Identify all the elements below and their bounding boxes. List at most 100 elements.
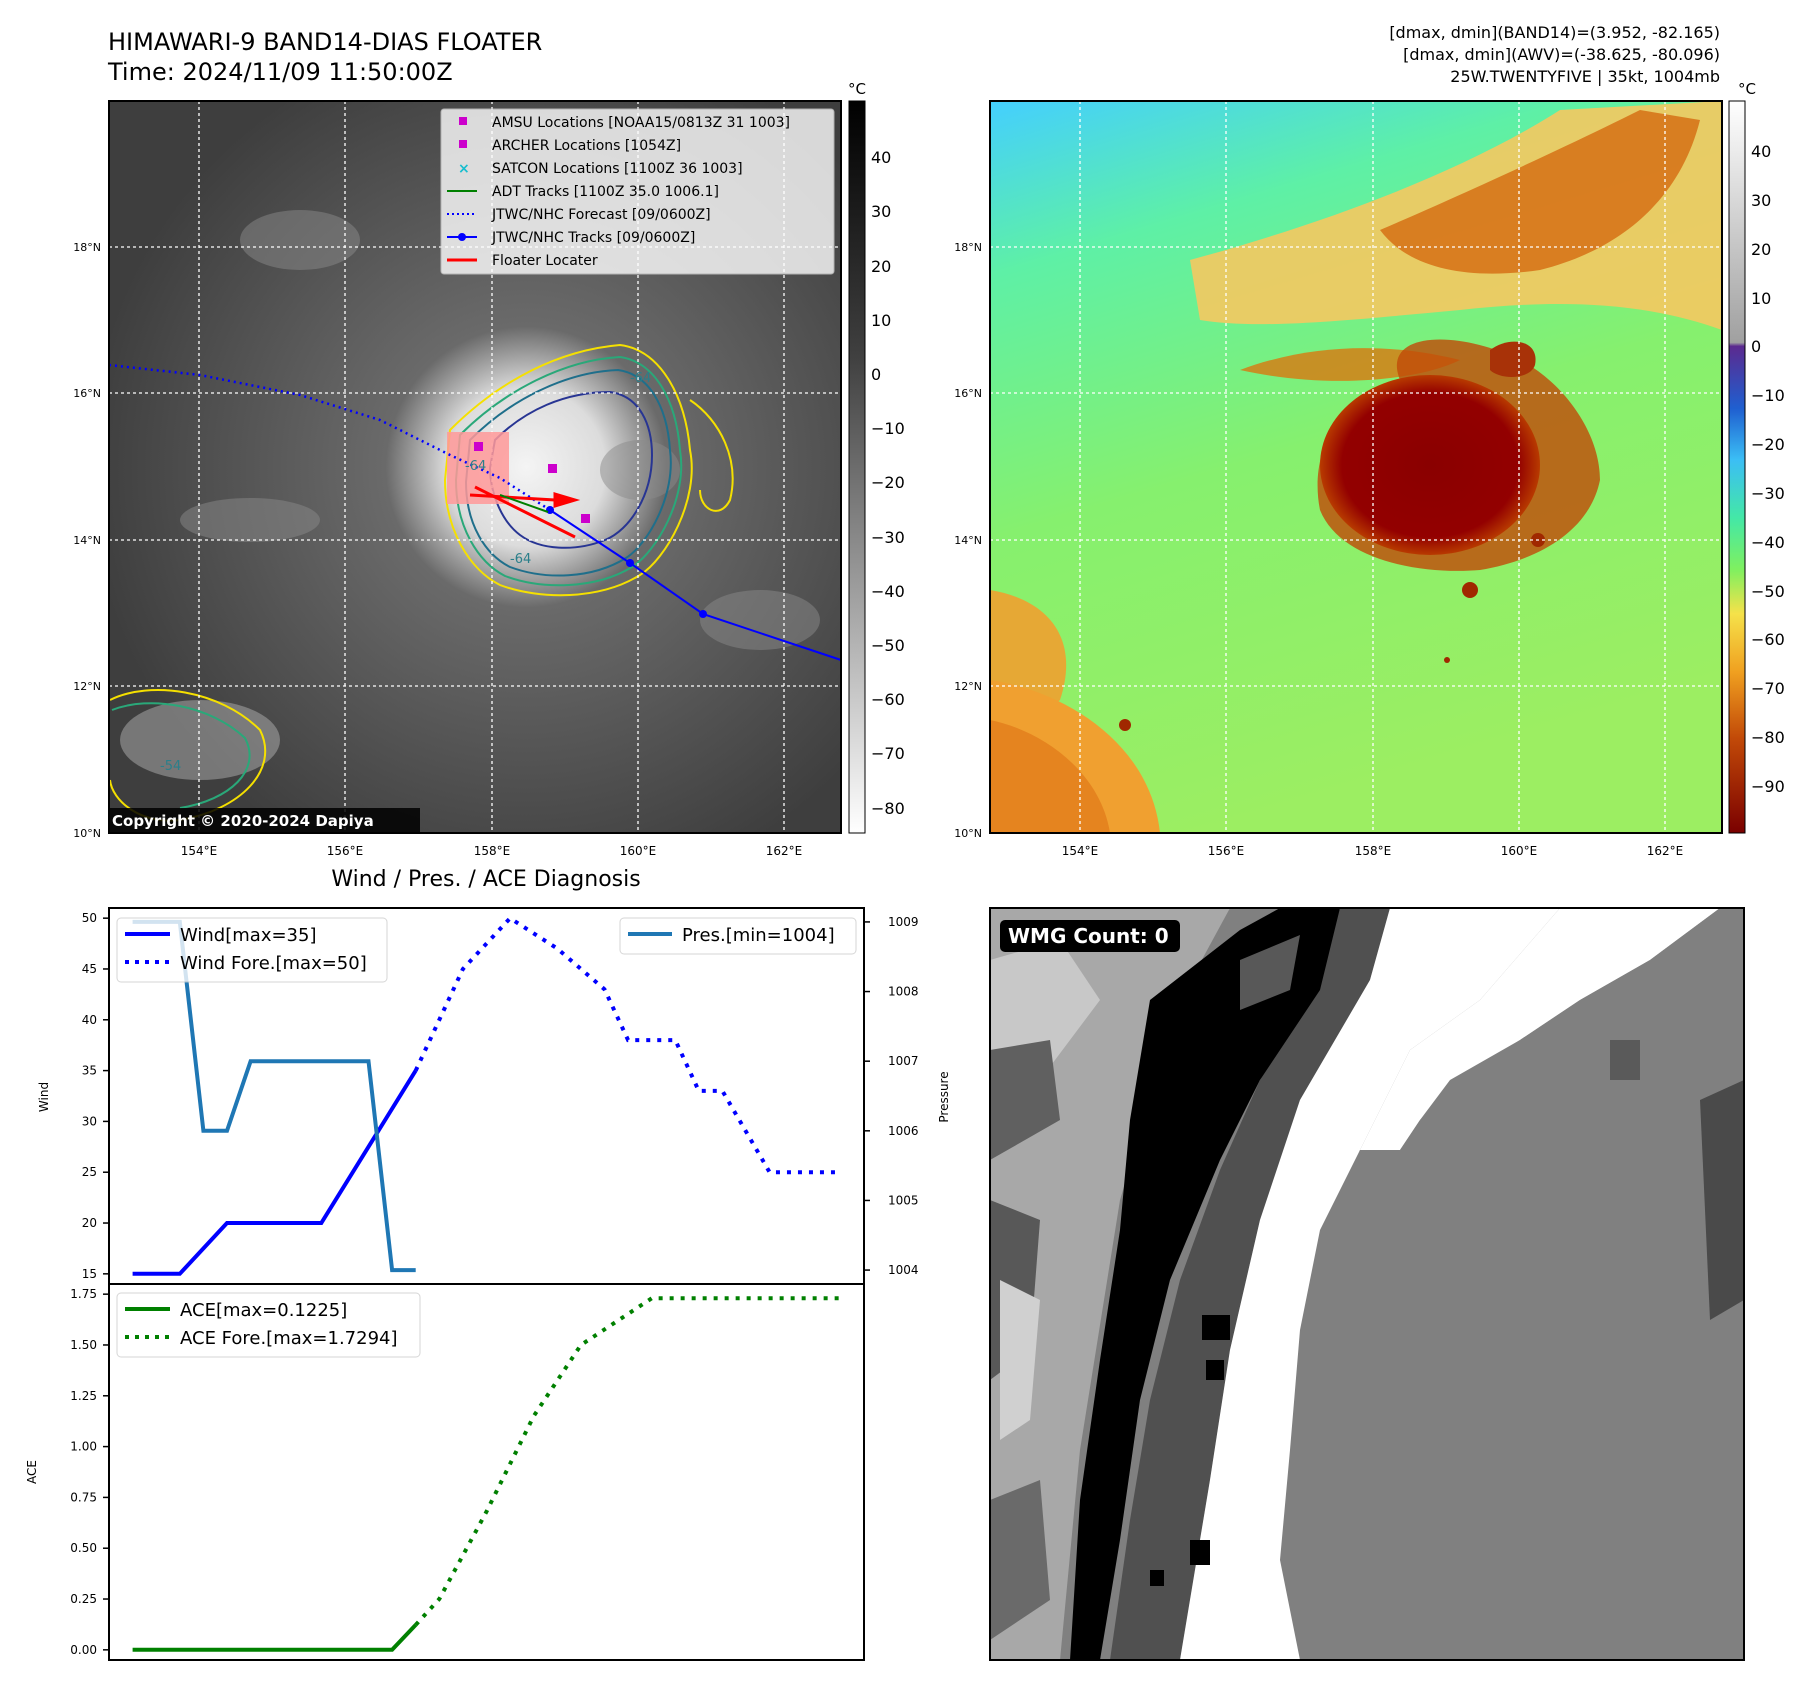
- pres-legend-label: Pres.[min=1004]: [682, 925, 835, 946]
- title-line1: HIMAWARI-9 BAND14-DIAS FLOATER: [108, 28, 542, 56]
- lon-label: 156°E: [327, 844, 364, 858]
- wind-legend-label: Wind[max=35]: [180, 925, 317, 946]
- grid-lines-awv: [990, 101, 1722, 833]
- map-legend-label: SATCON Locations [1100Z 36 1003]: [492, 161, 743, 177]
- ace-panel: ACE 0.00 0.25 0.50 0.75 1.00 1.25 1.50 1.75 ACE…: [25, 1283, 865, 1661]
- cloud-texture: [120, 210, 820, 780]
- lat-label: 10°N: [73, 827, 101, 840]
- ace-y-tick-label: 1.75: [70, 1287, 97, 1301]
- lat-label: 10°N: [954, 827, 982, 840]
- map-legend-label: JTWC/NHC Forecast [09/0600Z]: [491, 207, 711, 223]
- wind-y-tick-label: 20: [82, 1216, 97, 1230]
- ace-y-tick-label: 0.25: [70, 1592, 97, 1606]
- colorbar-tick: 20: [1751, 240, 1771, 259]
- map-legend-item: ADT Tracks [1100Z 35.0 1006.1]: [447, 184, 719, 200]
- colorbar-tick: 20: [871, 257, 891, 276]
- contour-label: -64: [630, 371, 651, 386]
- pressure-y-tick-label: 1004: [888, 1263, 919, 1277]
- info-line2: [dmax, dmin](AWV)=(-38.625, -80.096): [1403, 45, 1720, 64]
- lon-label: 158°E: [474, 844, 511, 858]
- ace-y-tick-label: 0.00: [70, 1643, 97, 1657]
- wind-y-tick-label: 15: [82, 1267, 97, 1281]
- colorbar-unit: °C: [848, 80, 866, 98]
- lon-labels: 154°E 156°E 158°E 160°E 162°E: [181, 844, 803, 858]
- contour-labels: -64 -64 -54 -64: [160, 371, 651, 774]
- colorbar-tick: 10: [871, 311, 891, 330]
- lon-label: 156°E: [1208, 844, 1245, 858]
- awv-map-panel: 18°N 16°N 14°N 12°N 10°N 154°E 156°E 158…: [954, 100, 1723, 858]
- map-legend-item: JTWC/NHC Tracks [09/0600Z]: [447, 230, 695, 246]
- ace-line: [132, 1623, 418, 1652]
- colorbar-tick: −20: [871, 473, 905, 492]
- wmg-panel: WMG Count: 0: [989, 907, 1745, 1661]
- wind-fore-legend-label: Wind Fore.[max=50]: [180, 953, 367, 974]
- colorbar-tick: −80: [1751, 728, 1785, 747]
- lon-label: 160°E: [1501, 844, 1538, 858]
- floater-arrows: [469, 485, 581, 539]
- wind-y-tick-label: 30: [82, 1114, 97, 1128]
- obs-markers: [474, 442, 590, 523]
- lon-label: 162°E: [1647, 844, 1684, 858]
- colorbar-tick: −10: [1751, 386, 1785, 405]
- colorbar-unit: °C: [1738, 80, 1756, 98]
- wmg-blocks: [990, 908, 1744, 1660]
- colorbar-right-ticks: 40 30 20 10 0 −10 −20 −30 −40 −50 −60 −7…: [1751, 142, 1785, 796]
- wind-axis-label: Wind: [37, 1082, 51, 1112]
- satcon-x-icon: ×: [458, 161, 470, 177]
- map-legend-item: JTWC/NHC Forecast [09/0600Z]: [447, 207, 711, 223]
- map-legend-item: AMSU Locations [NOAA15/0813Z 31 1003]: [459, 115, 790, 131]
- lat-label: 18°N: [73, 241, 101, 254]
- ace-axis-label: ACE: [25, 1460, 39, 1484]
- lat-labels: 18°N 16°N 14°N 12°N 10°N: [73, 241, 101, 840]
- lat-labels-awv: 18°N 16°N 14°N 12°N 10°N: [954, 241, 982, 840]
- map-legend-label: Floater Locater: [492, 253, 598, 269]
- ace-legend-label: ACE[max=0.1225]: [180, 1300, 347, 1321]
- pres-legend: Pres.[min=1004]: [619, 917, 857, 955]
- colorbar-right: °C 40 30 20 10 0 −10 −20 −30 −40 −50 −60…: [1728, 80, 1785, 834]
- contour-label: -54: [160, 759, 181, 774]
- lat-label: 12°N: [73, 680, 101, 693]
- adt-track: [499, 494, 549, 513]
- colorbar-left-ticks: 40 30 20 10 0 −10 −20 −30 −40 −50 −60 −7…: [871, 148, 905, 818]
- ace-legend: ACE[max=0.1225] ACE Fore.[max=1.7294]: [116, 1292, 421, 1358]
- colorbar-tick: 40: [1751, 142, 1771, 161]
- colorbar-tick: −90: [1751, 777, 1785, 796]
- pressure-y-tick-label: 1006: [888, 1124, 919, 1138]
- lat-label: 14°N: [73, 534, 101, 547]
- ace-y-tick-label: 1.00: [70, 1440, 97, 1454]
- colorbar-tick: −20: [1751, 435, 1785, 454]
- colorbar-tick: −60: [1751, 630, 1785, 649]
- ace-y-tick-label: 1.25: [70, 1389, 97, 1403]
- info-line3: 25W.TWENTYFIVE | 35kt, 1004mb: [1450, 67, 1720, 86]
- lat-label: 14°N: [954, 534, 982, 547]
- wind-forecast-line: [413, 915, 841, 1175]
- jtwc-track-line: [549, 509, 842, 661]
- colorbar-tick: 0: [1751, 337, 1761, 356]
- pressure-y-tick-label: 1009: [888, 915, 919, 929]
- wind-y-tick-label: 50: [82, 911, 97, 925]
- colorbar-tick: 40: [871, 148, 891, 167]
- wind-y-tick-label: 35: [82, 1064, 97, 1078]
- map-legend-item: ARCHER Locations [1054Z]: [459, 138, 681, 154]
- colorbar-tick: 10: [1751, 289, 1771, 308]
- archer-marker-icon: [459, 140, 467, 148]
- pressure-y-ticks: 1004 1005 1006 1007 1008 1009: [864, 915, 919, 1277]
- map-legend: AMSU Locations [NOAA15/0813Z 31 1003] AR…: [440, 108, 835, 275]
- wind-y-tick-label: 45: [82, 962, 97, 976]
- lon-label: 154°E: [1062, 844, 1099, 858]
- pressure-y-tick-label: 1005: [888, 1193, 919, 1207]
- map-legend-label: ARCHER Locations [1054Z]: [492, 138, 681, 154]
- ace-forecast-line: [414, 1296, 841, 1627]
- colorbar-tick: −70: [1751, 679, 1785, 698]
- colorbar-tick: −40: [871, 582, 905, 601]
- wind-line: [132, 1069, 418, 1276]
- wind-legend: Wind[max=35] Wind Fore.[max=50]: [116, 917, 388, 983]
- map-legend-label: AMSU Locations [NOAA15/0813Z 31 1003]: [492, 115, 790, 131]
- lon-label: 154°E: [181, 844, 218, 858]
- lon-label: 162°E: [766, 844, 803, 858]
- lat-label: 12°N: [954, 680, 982, 693]
- lat-label: 18°N: [954, 241, 982, 254]
- colorbar-tick: 30: [1751, 191, 1771, 210]
- colorbar-tick: 0: [871, 365, 881, 384]
